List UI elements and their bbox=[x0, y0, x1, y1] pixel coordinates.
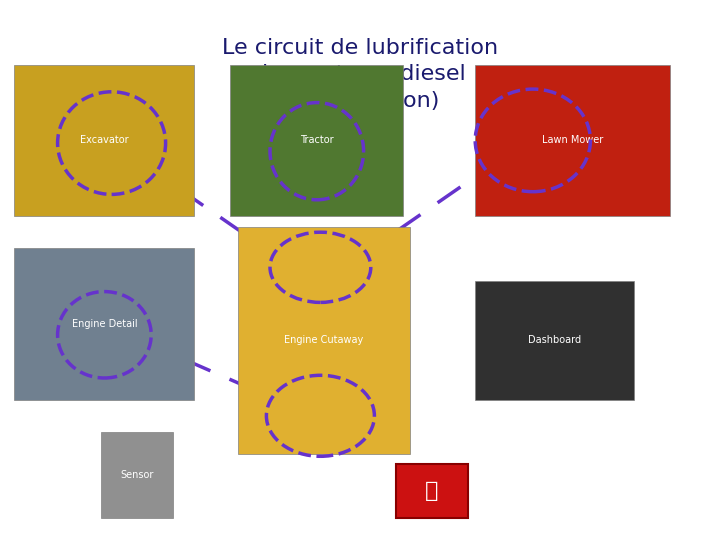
Text: 🛢: 🛢 bbox=[426, 481, 438, 502]
Text: Tractor: Tractor bbox=[300, 136, 333, 145]
FancyBboxPatch shape bbox=[238, 227, 410, 454]
Text: Sensor: Sensor bbox=[120, 470, 153, 480]
Text: Dashboard: Dashboard bbox=[528, 335, 581, 345]
Text: Excavator: Excavator bbox=[80, 136, 129, 145]
FancyBboxPatch shape bbox=[14, 248, 194, 400]
FancyBboxPatch shape bbox=[475, 281, 634, 400]
FancyBboxPatch shape bbox=[101, 432, 173, 518]
Text: Le circuit de lubrification
des moteurs diesel
(motorisation): Le circuit de lubrification des moteurs … bbox=[222, 38, 498, 111]
Text: Engine Detail: Engine Detail bbox=[71, 319, 138, 329]
Text: Engine Cutaway: Engine Cutaway bbox=[284, 335, 364, 345]
FancyBboxPatch shape bbox=[396, 464, 468, 518]
FancyBboxPatch shape bbox=[230, 65, 403, 216]
FancyBboxPatch shape bbox=[475, 65, 670, 216]
Text: Lawn Mower: Lawn Mower bbox=[541, 136, 603, 145]
FancyBboxPatch shape bbox=[14, 65, 194, 216]
